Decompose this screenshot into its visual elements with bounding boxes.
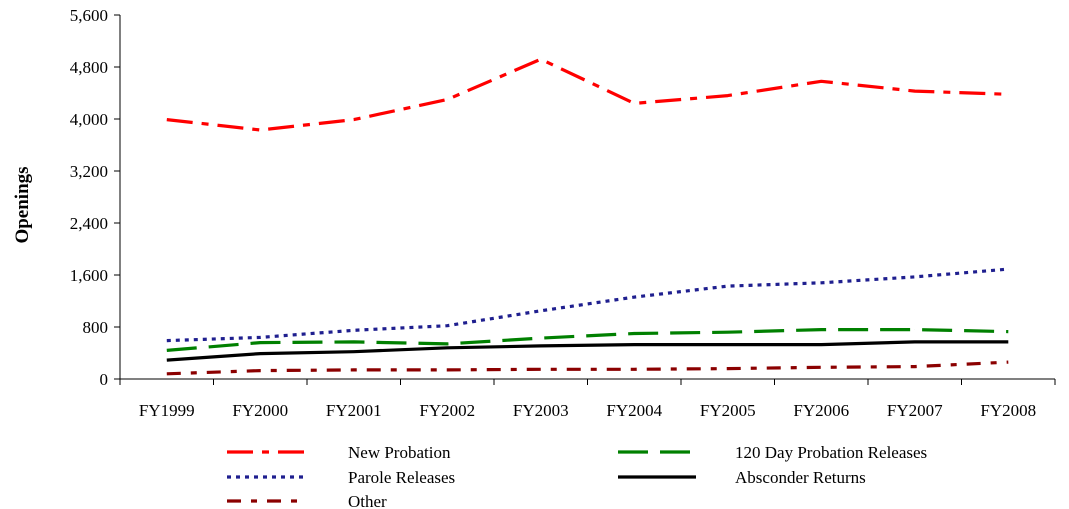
x-tick-label: FY1999: [139, 401, 195, 420]
x-tick-label: FY2004: [606, 401, 662, 420]
legend-label-other: Other: [348, 492, 387, 509]
series-line-parole-releases: [166, 267, 1009, 343]
y-tick-label: 4,000: [70, 110, 108, 129]
legend-label-absconder-returns: Absconder Returns: [735, 468, 866, 487]
x-tick-label: FY2006: [793, 401, 849, 420]
x-tick-label: FY2005: [700, 401, 756, 420]
series-lines: [166, 57, 1009, 376]
legend-label-120-day-probation-releases: 120 Day Probation Releases: [735, 443, 927, 462]
series-line-120-day-probation-releases: [166, 328, 1009, 352]
y-tick-label: 5,600: [70, 6, 108, 25]
y-tick-label: 1,600: [70, 266, 108, 285]
series-line-absconder-returns: [166, 340, 1009, 362]
legend-label-new-probation: New Probation: [348, 443, 451, 462]
legend-label-parole-releases: Parole Releases: [348, 468, 455, 487]
x-tick-label: FY2003: [513, 401, 569, 420]
x-tick-label: FY2008: [980, 401, 1036, 420]
x-tick-label: FY2002: [419, 401, 475, 420]
x-tick-label: FY2007: [887, 401, 943, 420]
legend: New Probation 120 Day Probation Releases P…: [227, 443, 927, 509]
series-line-new-probation: [166, 57, 1009, 132]
y-tick-label: 3,200: [70, 162, 108, 181]
x-tick-label: FY2001: [326, 401, 382, 420]
y-tick-label: 2,400: [70, 214, 108, 233]
series-line-other: [166, 360, 1009, 376]
x-tick-label: FY2000: [232, 401, 288, 420]
y-tick-label: 4,800: [70, 58, 108, 77]
y-axis: 0 800 1,600 2,400 3,200 4,000 4,800 5,600: [70, 6, 121, 389]
y-tick-label: 0: [100, 370, 109, 389]
y-tick-label: 800: [83, 318, 109, 337]
x-axis: FY1999 FY2000 FY2001 FY2002 FY2003 FY2004 FY20…: [119, 378, 1056, 420]
y-axis-title: Openings: [12, 166, 33, 243]
